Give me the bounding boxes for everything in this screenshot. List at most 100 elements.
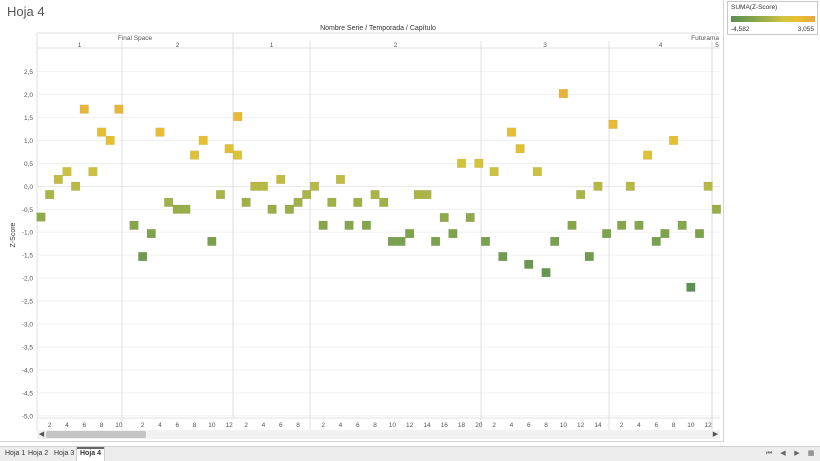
data-point[interactable] bbox=[155, 127, 165, 137]
data-point[interactable] bbox=[344, 220, 354, 230]
data-point[interactable] bbox=[276, 174, 286, 184]
horizontal-scrollbar[interactable]: ◀ ▶ bbox=[37, 430, 720, 439]
data-point[interactable] bbox=[550, 236, 560, 246]
data-point[interactable] bbox=[335, 174, 345, 184]
data-point[interactable] bbox=[198, 135, 208, 145]
first-sheet-icon[interactable]: ⏮ bbox=[765, 450, 773, 457]
data-point[interactable] bbox=[97, 127, 107, 137]
data-point[interactable] bbox=[172, 204, 182, 214]
data-point[interactable] bbox=[258, 181, 268, 191]
data-point[interactable] bbox=[71, 181, 81, 191]
data-point[interactable] bbox=[232, 150, 242, 160]
data-point[interactable] bbox=[302, 190, 312, 200]
data-point[interactable] bbox=[45, 190, 55, 200]
x-tick-label: 6 bbox=[279, 422, 283, 429]
y-tick-label: -3,0 bbox=[22, 322, 34, 329]
data-point[interactable] bbox=[181, 204, 191, 214]
data-point[interactable] bbox=[267, 204, 277, 214]
data-point[interactable] bbox=[353, 197, 363, 207]
data-point[interactable] bbox=[593, 181, 603, 191]
data-point[interactable] bbox=[233, 112, 243, 122]
data-point[interactable] bbox=[651, 236, 661, 246]
data-point[interactable] bbox=[164, 197, 174, 207]
data-point[interactable] bbox=[489, 167, 499, 177]
data-point[interactable] bbox=[387, 236, 397, 246]
data-point[interactable] bbox=[88, 167, 98, 177]
data-point[interactable] bbox=[413, 190, 423, 200]
data-point[interactable] bbox=[422, 190, 432, 200]
data-point[interactable] bbox=[439, 213, 449, 223]
data-point[interactable] bbox=[515, 144, 525, 154]
data-point[interactable] bbox=[327, 197, 337, 207]
data-point[interactable] bbox=[677, 220, 687, 230]
color-legend[interactable]: SUMA(Z-Score) -4,582 3,055 bbox=[727, 1, 818, 35]
x-tick-label: 10 bbox=[560, 422, 568, 429]
tab-hoja-4[interactable]: Hoja 4 bbox=[76, 447, 106, 461]
data-point[interactable] bbox=[703, 181, 713, 191]
data-point[interactable] bbox=[524, 259, 534, 269]
data-point[interactable] bbox=[318, 220, 328, 230]
data-point[interactable] bbox=[62, 167, 72, 177]
data-point[interactable] bbox=[481, 236, 491, 246]
data-point[interactable] bbox=[617, 220, 627, 230]
data-point[interactable] bbox=[53, 174, 63, 184]
data-point[interactable] bbox=[532, 167, 542, 177]
x-tick-label: 18 bbox=[458, 422, 466, 429]
x-tick-label: 8 bbox=[100, 422, 104, 429]
data-point[interactable] bbox=[634, 220, 644, 230]
scroll-left-icon[interactable]: ◀ bbox=[38, 431, 45, 438]
data-point[interactable] bbox=[207, 236, 217, 246]
data-point[interactable] bbox=[465, 213, 475, 223]
data-point[interactable] bbox=[712, 204, 722, 214]
data-point[interactable] bbox=[241, 197, 251, 207]
data-point[interactable] bbox=[643, 150, 653, 160]
data-point[interactable] bbox=[224, 144, 234, 154]
data-point[interactable] bbox=[190, 150, 200, 160]
data-point[interactable] bbox=[541, 268, 551, 278]
data-point[interactable] bbox=[138, 252, 148, 262]
data-point[interactable] bbox=[370, 190, 380, 200]
data-point[interactable] bbox=[448, 229, 458, 239]
data-point[interactable] bbox=[567, 220, 577, 230]
data-point[interactable] bbox=[310, 181, 320, 191]
data-point[interactable] bbox=[250, 181, 260, 191]
data-point[interactable] bbox=[506, 127, 516, 137]
data-point[interactable] bbox=[215, 190, 225, 200]
data-marks[interactable] bbox=[36, 89, 722, 292]
data-point[interactable] bbox=[284, 204, 294, 214]
data-point[interactable] bbox=[293, 197, 303, 207]
data-point[interactable] bbox=[498, 252, 508, 262]
scroll-thumb[interactable] bbox=[46, 431, 146, 438]
data-point[interactable] bbox=[558, 89, 568, 99]
data-point[interactable] bbox=[686, 282, 696, 292]
data-point[interactable] bbox=[79, 104, 89, 114]
data-point[interactable] bbox=[114, 104, 124, 114]
data-point[interactable] bbox=[36, 212, 46, 222]
data-point[interactable] bbox=[405, 229, 415, 239]
data-point[interactable] bbox=[474, 158, 484, 168]
data-point[interactable] bbox=[602, 229, 612, 239]
data-point[interactable] bbox=[457, 158, 467, 168]
sheet-sorter-icon[interactable]: ▦ bbox=[807, 450, 815, 457]
next-sheet-icon[interactable]: ▶ bbox=[794, 450, 800, 457]
data-point[interactable] bbox=[695, 229, 705, 239]
tab-hoja-1[interactable]: Hoja 1 bbox=[5, 450, 26, 457]
data-point[interactable] bbox=[576, 190, 586, 200]
scroll-right-icon[interactable]: ▶ bbox=[712, 431, 719, 438]
data-point[interactable] bbox=[584, 252, 594, 262]
data-point[interactable] bbox=[379, 197, 389, 207]
data-point[interactable] bbox=[396, 236, 406, 246]
scatter-chart[interactable]: Nombre Serie / Temporada / Capítulo Fina… bbox=[0, 0, 724, 430]
data-point[interactable] bbox=[129, 220, 139, 230]
data-point[interactable] bbox=[669, 135, 679, 145]
data-point[interactable] bbox=[660, 229, 670, 239]
data-point[interactable] bbox=[105, 135, 115, 145]
data-point[interactable] bbox=[625, 181, 635, 191]
data-point[interactable] bbox=[608, 119, 618, 129]
data-point[interactable] bbox=[431, 236, 441, 246]
tab-hoja-2[interactable]: Hoja 2 bbox=[28, 450, 49, 457]
data-point[interactable] bbox=[146, 229, 156, 239]
tab-hoja-3[interactable]: Hoja 3 bbox=[54, 450, 75, 457]
data-point[interactable] bbox=[361, 220, 371, 230]
prev-sheet-icon[interactable]: ◀ bbox=[780, 450, 786, 457]
